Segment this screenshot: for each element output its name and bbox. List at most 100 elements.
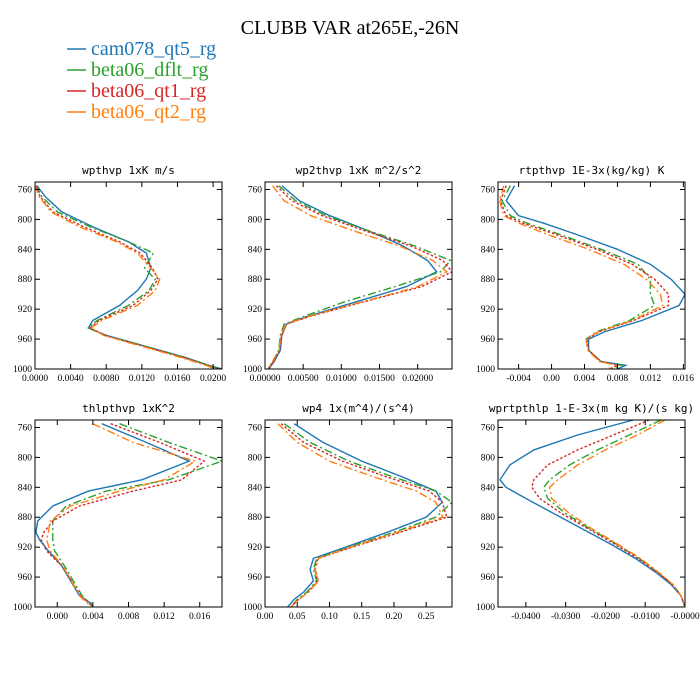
y-tick-label: 960 [18,335,33,345]
plot-frame [34,181,223,370]
y-tick-label: 1000 [243,603,262,613]
y-tick-label: 920 [248,543,263,553]
series-line-beta06_qt2_rg [45,423,198,607]
y-tick-label: 920 [18,543,33,553]
plot-frame [264,419,453,608]
plot-frame [497,419,686,608]
y-tick-label: 960 [248,335,263,345]
series-line-beta06_qt2_rg [267,185,448,369]
x-tick-label: 0.0000 [22,374,48,384]
y-tick-label: 840 [18,483,33,493]
legend: cam078_qt5_rgbeta06_dflt_rgbeta06_qt1_rg… [67,38,216,123]
y-tick-label: 840 [18,245,33,255]
x-tick-label: 0.20 [386,612,403,622]
series-group [35,185,222,369]
x-tick-label: 0.008 [118,612,140,622]
series-group [35,423,222,607]
series-line-beta06_qt2_rg [35,185,216,369]
x-tick-label: 0.016 [189,612,211,622]
legend-label-beta06_dflt_rg: beta06_dflt_rg [91,59,208,81]
series-line-beta06_dflt_rg [35,185,221,369]
y-tick-label: 760 [248,423,263,433]
y-tick-label: 960 [18,573,33,583]
panel-title: wprtpthlp 1-E-3x(m kg K)/(s kg) [489,402,694,415]
panel-3: rtpthvp 1E-3x(kg/kg) K 760 800 840 880 920 960… [476,164,694,384]
x-tick-label: 0.0040 [58,374,84,384]
series-line-cam078_qt5_rg [287,423,444,607]
y-tick-label: 800 [481,453,496,463]
series-line-beta06_qt2_rg [548,420,685,607]
y-tick-label: 920 [248,305,263,315]
x-tick-label: -0.0100 [631,612,661,622]
x-tick-label: 0.004 [82,612,104,622]
y-tick-label: 880 [248,513,263,523]
x-tick-label: 0.000 [47,612,69,622]
series-line-beta06_qt2_rg [498,185,664,369]
x-tick-label: 0.05 [289,612,306,622]
y-tick-label: 880 [18,513,33,523]
y-tick-label: 800 [481,215,496,225]
y-tick-label: 920 [18,305,33,315]
legend-label-beta06_qt2_rg: beta06_qt2_rg [91,101,206,123]
y-tick-label: 1000 [476,365,495,375]
y-tick-label: 800 [18,453,33,463]
y-tick-label: 1000 [243,365,262,375]
y-tick-label: 1000 [13,603,32,613]
x-tick-label: 0.00500 [288,374,319,384]
legend-label-beta06_qt1_rg: beta06_qt1_rg [91,80,206,102]
x-tick-label: 0.008 [607,374,629,384]
x-tick-label: -0.0000 [670,612,700,622]
y-tick-label: 920 [481,305,496,315]
series-line-cam078_qt5_rg [268,185,438,369]
y-tick-label: 880 [18,275,33,285]
y-tick-label: 880 [248,275,263,285]
plot-frame [497,181,686,370]
x-tick-label: 0.10 [321,612,338,622]
y-tick-label: 960 [481,335,496,345]
panel-title: wp2thvp 1xK m^2/s^2 [296,164,422,177]
series-group [277,423,452,607]
x-tick-label: 0.0080 [93,374,119,384]
x-tick-label: 0.01000 [326,374,357,384]
panel-2: wp2thvp 1xK m^2/s^2 760 800 840 880 920 960 100… [243,164,453,384]
series-group [498,185,685,369]
x-tick-label: 0.02000 [402,374,433,384]
x-tick-label: 0.0120 [129,374,155,384]
series-line-cam078_qt5_rg [36,185,222,369]
panel-title: wpthvp 1xK m/s [82,164,175,177]
y-tick-label: 760 [481,185,496,195]
x-tick-label: 0.016 [673,374,695,384]
legend-label-cam078_qt5_rg: cam078_qt5_rg [91,38,216,60]
series-line-beta06_qt2_rg [277,423,444,607]
series-group [499,420,685,607]
y-tick-label: 840 [481,483,496,493]
x-tick-label: 0.0200 [200,374,226,384]
y-tick-label: 760 [481,423,496,433]
plot-frame [264,181,453,370]
y-tick-label: 880 [481,513,496,523]
y-tick-label: 840 [481,245,496,255]
panel-4: thlpthvp 1xK^2 760 800 840 880 920 960 1000 0.00… [13,402,223,622]
figure-title: CLUBB VAR at265E,-26N [241,17,460,39]
panel-title: rtpthvp 1E-3x(kg/kg) K [519,164,665,177]
x-tick-label: 0.012 [153,612,175,622]
y-tick-label: 760 [18,185,33,195]
x-tick-label: -0.004 [506,374,531,384]
panels: wpthvp 1xK m/s76080084088092096010000.00… [13,164,700,622]
y-tick-label: 800 [248,453,263,463]
y-tick-label: 1000 [476,603,495,613]
x-tick-label: -0.0400 [511,612,541,622]
series-line-beta06_dflt_rg [52,423,222,607]
y-tick-label: 960 [248,573,263,583]
y-tick-label: 1000 [13,365,32,375]
y-tick-label: 960 [481,573,496,583]
panel-1: wpthvp 1xK m/s76080084088092096010000.00… [13,164,226,384]
y-tick-label: 880 [481,275,496,285]
x-tick-label: 0.00 [543,374,560,384]
panel-5: wp4 1x(m^4)/(s^4)76080084088092096010000… [243,402,453,622]
x-tick-label: 0.25 [418,612,435,622]
series-line-cam078_qt5_rg [499,420,685,607]
x-tick-label: 0.0160 [164,374,190,384]
